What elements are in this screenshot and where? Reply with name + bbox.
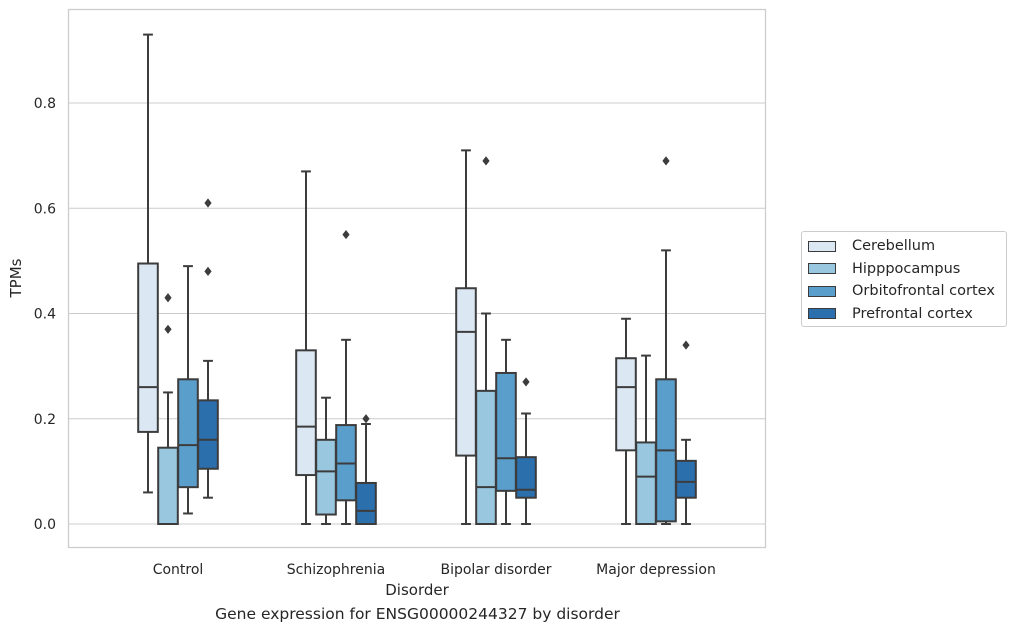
legend-swatch	[808, 263, 836, 275]
y-tick-label: 0.0	[34, 517, 56, 533]
outlier-point	[522, 377, 530, 387]
outlier-point	[342, 229, 350, 240]
figure-caption: Gene expression for ENSG00000244327 by d…	[215, 605, 620, 623]
outlier-point	[682, 340, 690, 350]
box-hipppocampus	[157, 293, 179, 526]
box-groups	[137, 33, 697, 526]
legend: Cerebellum Hipppocampus Orbitofrontal cort…	[801, 231, 1007, 327]
box-prefrontal-cortex	[197, 198, 219, 499]
legend-swatch	[808, 308, 836, 320]
legend-label: Cerebellum	[852, 238, 936, 255]
x-tick-labels: Control Schizophrenia Bipolar disorder Majo…	[153, 562, 716, 578]
legend-item: Hipppocampus	[808, 258, 1006, 281]
y-tick-label: 0.6	[34, 201, 56, 217]
outlier-point	[482, 156, 490, 166]
box-body	[315, 438, 337, 516]
outlier-point	[662, 156, 670, 166]
box-hipppocampus	[315, 396, 337, 525]
x-tick-label: Bipolar disorder	[440, 562, 551, 578]
box-orbitofrontal-cortex	[177, 265, 199, 515]
box-body	[295, 349, 317, 477]
box-orbitofrontal-cortex	[335, 229, 357, 525]
plot-frame	[67, 8, 767, 549]
legend-label: Orbitofrontal cortex	[852, 283, 995, 300]
box-cerebellum	[615, 317, 637, 525]
box-body	[137, 262, 159, 433]
box-body	[197, 399, 219, 470]
x-tick-label: Schizophrenia	[287, 562, 385, 578]
box-body	[495, 371, 517, 492]
legend-item: Cerebellum	[808, 235, 1006, 258]
y-tick-label: 0.4	[34, 307, 56, 323]
box-orbitofrontal-cortex	[495, 338, 517, 525]
y-tick-label: 0.2	[34, 412, 56, 428]
legend-swatch	[808, 285, 836, 297]
box-body	[675, 459, 697, 499]
box-body	[615, 357, 637, 452]
box-body	[157, 446, 179, 526]
outlier-point	[164, 324, 172, 334]
y-tick-label: 0.8	[34, 96, 56, 112]
legend-item: Prefrontal cortex	[808, 303, 1006, 326]
legend-label: Hipppocampus	[852, 260, 961, 277]
box-hipppocampus	[475, 156, 497, 526]
x-tick-label: Control	[153, 562, 204, 578]
box-hipppocampus	[635, 354, 657, 525]
box-cerebellum	[137, 33, 159, 494]
box-prefrontal-cortex	[675, 340, 697, 525]
box-body	[475, 389, 497, 526]
box-body	[515, 456, 537, 499]
x-tick-label: Major depression	[596, 562, 716, 578]
outlier-point	[164, 293, 172, 303]
box-body	[355, 481, 377, 526]
box-prefrontal-cortex	[515, 377, 537, 525]
box-body	[455, 287, 477, 457]
box-prefrontal-cortex	[355, 414, 377, 526]
box-cerebellum	[455, 149, 477, 525]
y-axis-label: TPMs	[7, 258, 25, 298]
outlier-point	[204, 266, 212, 276]
legend-label: Prefrontal cortex	[852, 305, 973, 322]
y-tick-labels: 0.0 0.2 0.4 0.6 0.8	[34, 96, 56, 533]
x-axis-label: Disorder	[385, 581, 449, 599]
box-orbitofrontal-cortex	[655, 156, 677, 525]
legend-swatch	[808, 240, 836, 252]
outlier-point	[204, 198, 212, 208]
legend-item: Orbitofrontal cortex	[808, 280, 1006, 303]
outlier-point	[362, 414, 370, 424]
box-body	[635, 441, 657, 525]
box-cerebellum	[295, 170, 317, 525]
box-body	[177, 378, 199, 489]
